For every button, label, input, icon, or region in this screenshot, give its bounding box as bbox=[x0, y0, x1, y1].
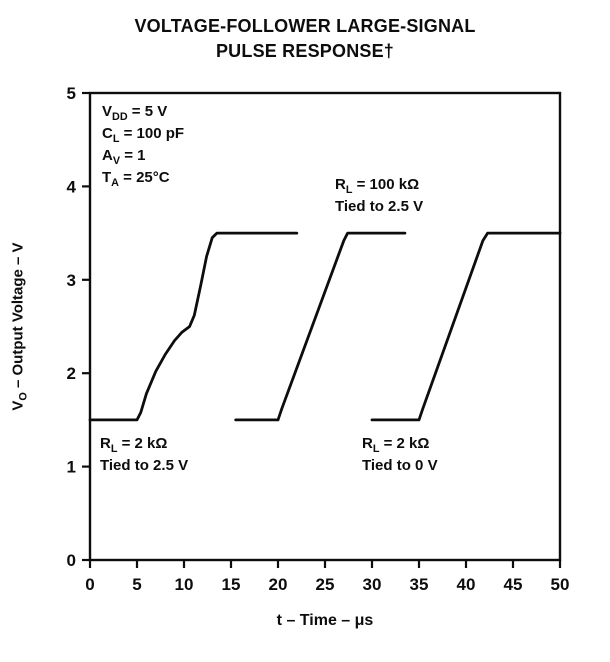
x-tick-label: 40 bbox=[457, 575, 476, 594]
annotation-rl-2k-0v: RL = 2 kΩ Tied to 0 V bbox=[362, 435, 438, 474]
annotation-rl-100k: RL = 100 kΩ Tied to 2.5 V bbox=[335, 176, 424, 215]
x-tick-label: 0 bbox=[85, 575, 94, 594]
y-tick-label: 4 bbox=[67, 177, 77, 196]
series-curve-0 bbox=[88, 231, 299, 422]
annotation-test-conditions: VDD = 5 V CL = 100 pF AV = 1 TA = 25°C bbox=[102, 101, 184, 189]
chart-title-line1: VOLTAGE-FOLLOWER LARGE-SIGNAL bbox=[134, 16, 476, 36]
condition-line-ta: TA = 25°C bbox=[102, 169, 170, 189]
condition-line-av: AV = 1 bbox=[102, 147, 146, 167]
condition-line-cl: CL = 100 pF bbox=[102, 125, 185, 145]
annotation-rl-2k-2v5: RL = 2 kΩ Tied to 2.5 V bbox=[100, 435, 189, 474]
x-tick-label: 35 bbox=[410, 575, 429, 594]
x-tick-label: 5 bbox=[132, 575, 141, 594]
x-tick-label: 30 bbox=[363, 575, 382, 594]
y-axis-label: VO – Output Voltage – V bbox=[9, 242, 30, 411]
x-tick-label: 25 bbox=[316, 575, 335, 594]
x-tick-label: 50 bbox=[551, 575, 570, 594]
series-curve-1 bbox=[234, 231, 407, 422]
x-tick-label: 10 bbox=[175, 575, 194, 594]
y-tick-label: 1 bbox=[67, 458, 76, 477]
y-tick-label: 3 bbox=[67, 271, 76, 290]
condition-line-vdd: VDD = 5 V bbox=[102, 103, 168, 123]
x-axis-label: t – Time – μs bbox=[276, 612, 374, 629]
chart-title-line2: PULSE RESPONSE† bbox=[215, 41, 395, 61]
y-tick-label: 0 bbox=[67, 551, 76, 570]
chart-title: VOLTAGE-FOLLOWER LARGE-SIGNAL PULSE RESP… bbox=[0, 14, 610, 64]
x-tick-label: 45 bbox=[504, 575, 523, 594]
series-curve-2 bbox=[370, 231, 562, 422]
x-tick-label: 15 bbox=[222, 575, 241, 594]
y-tick-label: 5 bbox=[67, 84, 76, 103]
y-tick-label: 2 bbox=[67, 364, 76, 383]
x-tick-label: 20 bbox=[269, 575, 288, 594]
